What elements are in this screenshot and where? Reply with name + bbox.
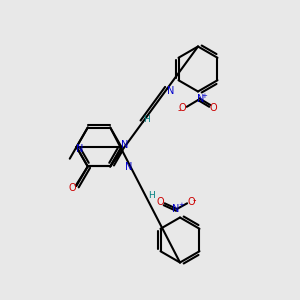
- Text: O: O: [210, 103, 218, 113]
- Text: O: O: [188, 197, 195, 207]
- Text: O: O: [178, 103, 186, 113]
- Text: H: H: [143, 115, 150, 124]
- Text: -: -: [193, 195, 196, 205]
- Text: H: H: [148, 190, 154, 200]
- Text: N: N: [125, 161, 133, 172]
- Text: +: +: [201, 93, 207, 99]
- Text: N: N: [172, 204, 180, 214]
- Text: N: N: [167, 86, 174, 97]
- Text: -: -: [178, 105, 181, 116]
- Text: +: +: [178, 202, 184, 208]
- Text: N: N: [76, 144, 84, 154]
- Text: O: O: [156, 197, 164, 207]
- Text: O: O: [68, 183, 76, 194]
- Text: N: N: [121, 140, 128, 151]
- Text: N: N: [197, 94, 204, 103]
